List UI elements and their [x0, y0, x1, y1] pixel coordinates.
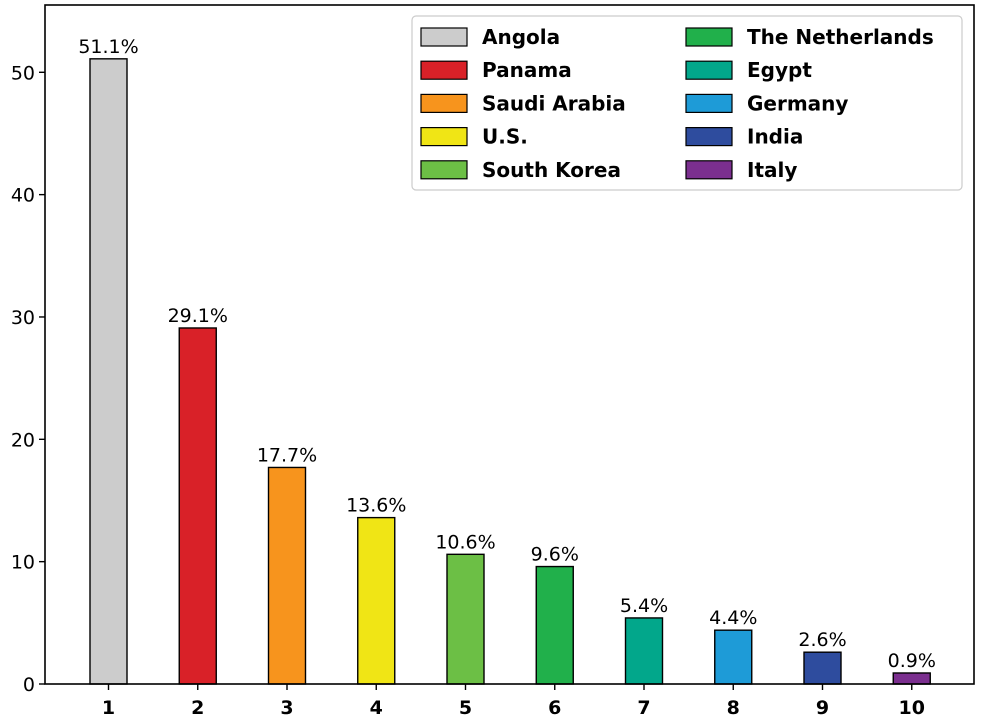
bars-group: [89, 58, 931, 685]
legend-swatch-south-korea: [420, 160, 468, 180]
y-axis: 0 10 20 30 40 50: [11, 62, 45, 696]
x-tick-label-9: 9: [816, 697, 829, 719]
x-tick-label-7: 7: [637, 697, 650, 719]
legend-swatch-germany: [685, 93, 733, 114]
bar-2: [178, 327, 217, 685]
bar-9: [803, 651, 842, 685]
bar-label-7: 5.4%: [620, 595, 668, 617]
y-tick-label-40: 40: [11, 185, 35, 207]
legend: Angola Panama Saudi Arabia U.S. South Korea T…: [411, 15, 963, 191]
bar-1: [89, 58, 128, 685]
legend-swatch-india: [685, 126, 733, 147]
y-tick-label-50: 50: [11, 62, 35, 84]
x-tick-label-5: 5: [459, 697, 472, 719]
legend-label-germany: Germany: [747, 91, 848, 115]
x-tick-label-2: 2: [191, 697, 204, 719]
bar-5: [446, 553, 485, 685]
bar-6: [535, 565, 574, 685]
bar-label-8: 4.4%: [709, 607, 757, 629]
legend-swatch-angola: [420, 27, 468, 47]
bar-label-3: 17.7%: [257, 444, 317, 466]
legend-swatch-saudi-arabia: [420, 93, 468, 114]
bar-7: [624, 617, 664, 685]
bar-label-2: 29.1%: [168, 305, 228, 327]
legend-label-egypt: Egypt: [747, 58, 812, 82]
legend-swatch-the-netherlands: [685, 27, 733, 47]
legend-swatch-egypt: [685, 60, 733, 80]
y-tick-label-10: 10: [11, 552, 35, 574]
bar-label-1: 51.1%: [78, 36, 138, 58]
bar-label-10: 0.9%: [888, 650, 936, 672]
bar-4: [357, 516, 396, 685]
legend-swatch-panama: [420, 60, 468, 80]
legend-label-saudi-arabia: Saudi Arabia: [482, 91, 626, 115]
bar-10: [892, 672, 931, 685]
x-tick-label-8: 8: [727, 697, 740, 719]
bar-label-5: 10.6%: [435, 531, 495, 553]
bar-labels-group: 51.1% 29.1% 17.7% 13.6% 10.6% 9.6% 5.4% 4.4% 2.6…: [78, 36, 936, 672]
x-tick-label-3: 3: [280, 697, 293, 719]
bar-label-9: 2.6%: [798, 629, 846, 651]
legend-swatch-u-s: [420, 126, 468, 147]
legend-label-angola: Angola: [482, 25, 560, 49]
legend-label-india: India: [747, 125, 803, 149]
x-tick-label-1: 1: [102, 697, 115, 719]
plot-frame: [44, 4, 975, 685]
legend-label-italy: Italy: [747, 158, 797, 182]
y-tick-label-30: 30: [11, 307, 35, 329]
legend-swatch-italy: [685, 160, 733, 180]
legend-label-u-s: U.S.: [482, 125, 528, 149]
x-tick-label-10: 10: [899, 697, 925, 719]
x-tick-label-6: 6: [548, 697, 561, 719]
y-tick-label-20: 20: [11, 429, 35, 451]
y-tick-label-0: 0: [23, 674, 35, 696]
bar-8: [714, 629, 753, 685]
legend-label-the-netherlands: The Netherlands: [747, 25, 934, 49]
legend-label-panama: Panama: [482, 58, 572, 82]
bar-3: [267, 466, 307, 685]
legend-label-south-korea: South Korea: [482, 158, 621, 182]
x-axis: 1 2 3 4 5 6 7 8 9 10: [102, 684, 925, 719]
bar-label-4: 13.6%: [346, 495, 406, 517]
x-tick-label-4: 4: [370, 697, 383, 719]
bar-label-6: 9.6%: [531, 544, 579, 566]
